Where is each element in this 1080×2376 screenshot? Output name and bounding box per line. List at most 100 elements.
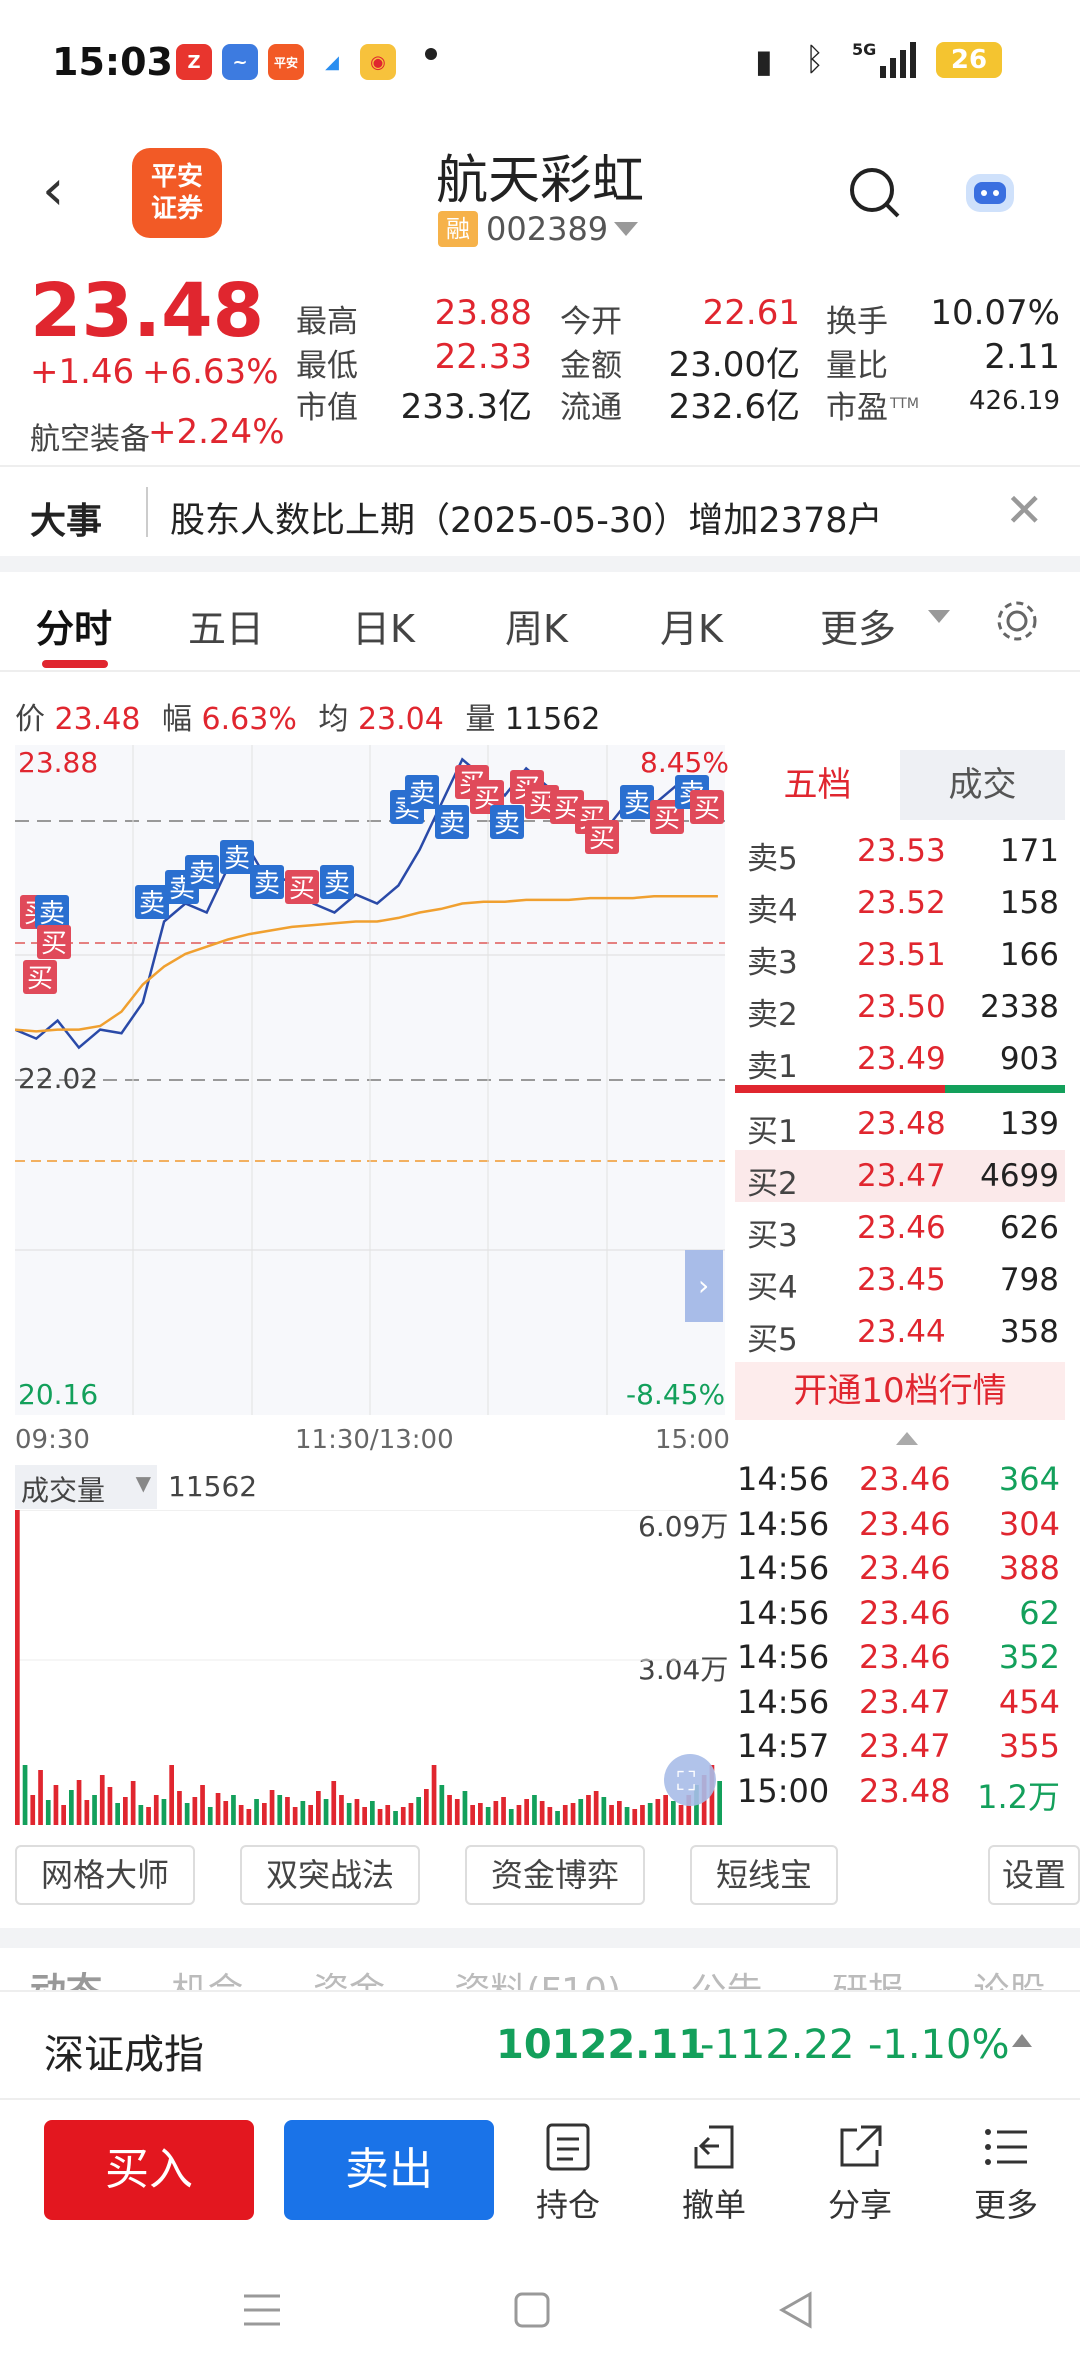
chart-expand-tab[interactable] bbox=[685, 1250, 723, 1322]
index-bar[interactable]: 深证成指 10122.11 -112.22 -1.10% bbox=[0, 1990, 1080, 2100]
marker-label: 卖 bbox=[439, 809, 465, 839]
volume-bar bbox=[632, 1809, 638, 1825]
tick-row: 14:57 23.47 355 bbox=[737, 1727, 1062, 1771]
ask-row[interactable]: 卖1 23.49 903 bbox=[735, 1033, 1065, 1085]
volume-bar bbox=[69, 1790, 74, 1825]
settings-gear-icon[interactable] bbox=[992, 596, 1042, 646]
back-icon[interactable]: ‹ bbox=[42, 158, 65, 223]
buy-marker[interactable] bbox=[285, 870, 319, 904]
sector-name[interactable]: 航空装备 bbox=[30, 422, 150, 457]
sell-marker[interactable] bbox=[320, 865, 354, 899]
tab-0[interactable]: 分时 bbox=[36, 607, 113, 651]
tab-2[interactable]: 日K bbox=[352, 607, 415, 651]
volume-bar bbox=[207, 1807, 213, 1825]
level-volume: 158 bbox=[999, 885, 1059, 921]
sell-marker[interactable] bbox=[135, 885, 169, 919]
tab-5[interactable]: 更多 bbox=[820, 607, 897, 651]
tab-3[interactable]: 周K bbox=[505, 607, 568, 651]
intraday-chart[interactable]: 买卖买买卖卖卖卖卖买卖卖卖卖买买卖买买买买买卖买卖买 › bbox=[15, 745, 725, 1415]
tool-button[interactable]: 设置 bbox=[988, 1845, 1080, 1905]
more-button[interactable]: 更多 bbox=[956, 2122, 1056, 2226]
volume-bar bbox=[478, 1803, 483, 1825]
volume-bar bbox=[192, 1797, 198, 1825]
volume-bar bbox=[470, 1805, 475, 1825]
buy-marker[interactable] bbox=[690, 790, 724, 824]
search-icon[interactable] bbox=[846, 164, 902, 224]
more-dropdown-icon[interactable] bbox=[928, 610, 950, 623]
subtab-opportunity[interactable]: 机会 bbox=[171, 1971, 243, 1990]
volume-bar bbox=[601, 1797, 607, 1825]
sell-marker[interactable] bbox=[185, 855, 219, 889]
event-bar[interactable]: 大事 股东人数比上期（2025-05-30）增加2378户 ✕ bbox=[0, 465, 1080, 560]
sell-marker[interactable] bbox=[405, 775, 439, 809]
stock-code[interactable]: 002389 bbox=[486, 210, 609, 248]
tool-button[interactable]: 短线宝 bbox=[690, 1845, 838, 1905]
collapse-up-icon[interactable] bbox=[896, 1432, 918, 1445]
ask-row[interactable]: 卖2 23.50 2338 bbox=[735, 981, 1065, 1033]
subtab-f10[interactable]: 资料(F10) bbox=[454, 1971, 621, 1990]
subtab-discussion[interactable]: 论股 bbox=[973, 1971, 1045, 1990]
tab-4[interactable]: 月K bbox=[660, 607, 723, 651]
expand-up-icon[interactable] bbox=[1012, 2034, 1032, 2047]
close-icon[interactable]: ✕ bbox=[1005, 483, 1044, 537]
buy-button[interactable]: 买入 bbox=[44, 2120, 254, 2220]
subtab-funds[interactable]: 资金 bbox=[313, 1971, 385, 1990]
code-dropdown-icon[interactable] bbox=[614, 222, 638, 236]
nav-home-icon[interactable] bbox=[512, 2290, 552, 2330]
sell-marker[interactable] bbox=[220, 840, 254, 874]
nav-menu-icon[interactable] bbox=[240, 2290, 284, 2330]
tool-button[interactable]: 资金博弈 bbox=[465, 1845, 645, 1905]
bid-row[interactable]: 买2 23.47 4699 bbox=[735, 1150, 1065, 1202]
bid-row[interactable]: 买1 23.48 139 bbox=[735, 1098, 1065, 1150]
level-volume: 903 bbox=[999, 1041, 1059, 1077]
marker-label: 买 bbox=[694, 794, 720, 824]
ask-row[interactable]: 卖3 23.51 166 bbox=[735, 929, 1065, 981]
chevron-right-icon[interactable]: › bbox=[698, 1269, 709, 1302]
sell-marker[interactable] bbox=[490, 805, 524, 839]
sector-change[interactable]: +2.24% bbox=[148, 412, 285, 452]
positions-button[interactable]: 持仓 bbox=[518, 2122, 618, 2226]
share-button[interactable]: 分享 bbox=[810, 2122, 910, 2226]
buy-marker[interactable] bbox=[23, 960, 57, 994]
tab-trades[interactable]: 成交 bbox=[900, 750, 1065, 820]
open-10-levels-button[interactable]: 开通10档行情 bbox=[735, 1362, 1065, 1420]
fullscreen-icon[interactable]: ⛶ bbox=[677, 1767, 695, 1797]
ask-row[interactable]: 卖4 23.52 158 bbox=[735, 877, 1065, 929]
sell-marker[interactable] bbox=[250, 865, 284, 899]
robot-assistant-icon[interactable] bbox=[960, 166, 1020, 218]
level-price: 23.48 bbox=[857, 1106, 946, 1142]
volume-bar bbox=[316, 1791, 321, 1825]
margin-badge: 融 bbox=[438, 211, 478, 247]
tab-five-levels[interactable]: 五档 bbox=[735, 750, 900, 820]
volume-dropdown-icon[interactable]: ▼ bbox=[135, 1471, 151, 1495]
volume-bar bbox=[130, 1781, 136, 1825]
bid-row[interactable]: 买3 23.46 626 bbox=[735, 1202, 1065, 1254]
cancel-order-button[interactable]: 撤单 bbox=[664, 2122, 764, 2226]
buy-marker[interactable] bbox=[37, 925, 71, 959]
tab-1[interactable]: 五日 bbox=[188, 607, 265, 651]
level-price: 23.46 bbox=[857, 1210, 946, 1246]
bid-row[interactable]: 买4 23.45 798 bbox=[735, 1254, 1065, 1306]
tool-button[interactable]: 网格大师 bbox=[15, 1845, 195, 1905]
subtab-dynamic[interactable]: 动态 bbox=[30, 1971, 102, 1990]
vol-info-value: 11562 bbox=[504, 702, 601, 737]
fullscreen-button[interactable] bbox=[664, 1754, 716, 1806]
volume-selector[interactable]: 成交量 ▼ bbox=[15, 1465, 157, 1509]
volume-chart[interactable]: ⛶ bbox=[15, 1510, 725, 1825]
buy-marker[interactable] bbox=[585, 820, 619, 854]
subtab-announcements[interactable]: 公告 bbox=[690, 1971, 762, 1990]
ask-row[interactable]: 卖5 23.53 171 bbox=[735, 825, 1065, 877]
buy-marker[interactable] bbox=[650, 800, 684, 834]
marker-label: 卖 bbox=[409, 779, 435, 809]
sub-tabs-partial[interactable]: 动态 机会 资金 资料(F10) 公告 研报 论股 bbox=[30, 1962, 1070, 1990]
subtab-research[interactable]: 研报 bbox=[832, 1971, 904, 1990]
sell-marker[interactable] bbox=[620, 785, 654, 819]
tool-button[interactable]: 双突战法 bbox=[240, 1845, 420, 1905]
sell-button[interactable]: 卖出 bbox=[284, 2120, 494, 2220]
nav-back-icon[interactable] bbox=[776, 2290, 816, 2330]
level-label: 卖3 bbox=[747, 945, 798, 981]
sell-marker[interactable] bbox=[35, 895, 69, 929]
volume-bar bbox=[53, 1785, 59, 1825]
sell-marker[interactable] bbox=[435, 805, 469, 839]
bid-row[interactable]: 买5 23.44 358 bbox=[735, 1306, 1065, 1358]
